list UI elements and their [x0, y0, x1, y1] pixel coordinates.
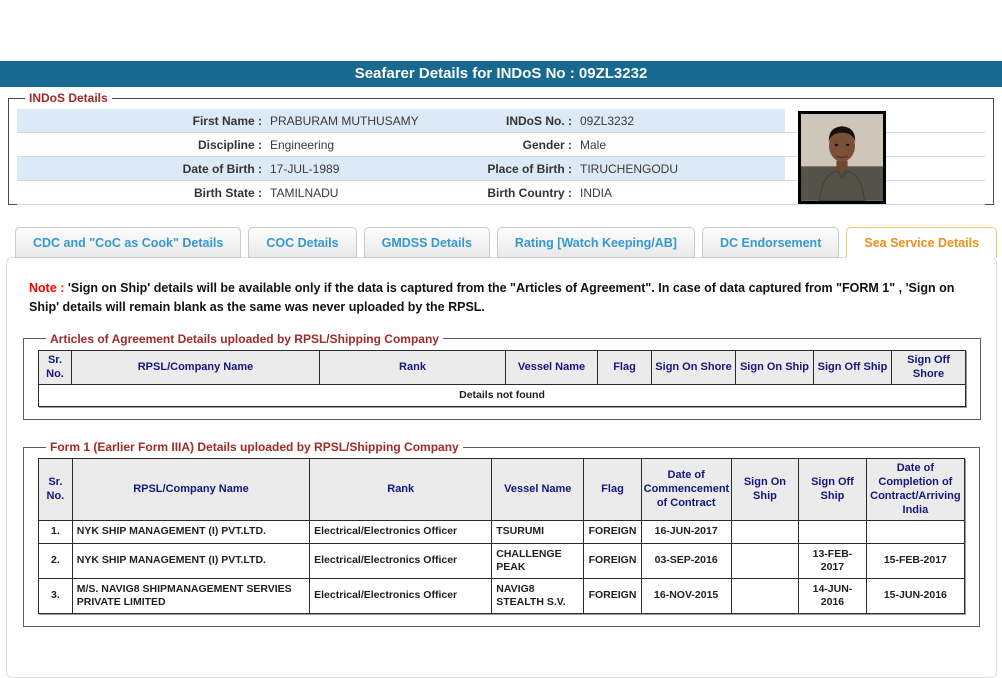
form1-header-row: Sr. No. RPSL/Company Name Rank Vessel Na… [38, 458, 966, 522]
birth-state-value: TAMILNADU [270, 185, 339, 200]
form1-r2-vessel: CHALLENGE PEAK [491, 542, 585, 579]
form1-r2-sign-off-ship: 13-FEB-2017 [798, 542, 867, 579]
articles-header-vessel: Vessel Name [505, 349, 598, 386]
form1-r2-flag: FOREIGN [583, 542, 642, 579]
articles-header-sr-no: Sr. No. [38, 349, 72, 386]
details-not-found-message: Details not found [38, 384, 966, 408]
articles-header-sign-on-ship: Sign On Ship [735, 349, 814, 386]
place-of-birth-value: TIRUCHENGODU [580, 161, 678, 176]
seafarer-photo [798, 111, 886, 204]
form1-r3-sr: 3. [38, 577, 73, 615]
birth-country-label: Birth Country : [487, 185, 572, 200]
articles-header-row: Sr. No. RPSL/Company Name Rank Vessel Na… [38, 349, 966, 386]
form1-r2-rank: Electrical/Electronics Officer [309, 542, 493, 579]
indos-no-value: 09ZL3232 [580, 113, 635, 128]
form1-header-rank: Rank [309, 458, 493, 522]
gender-label: Gender : [522, 137, 572, 152]
gender-value: Male [580, 137, 607, 152]
form1-r3-sign-off-ship: 14-JUN-2016 [798, 577, 867, 615]
top-spacer [0, 0, 1002, 61]
date-of-birth-value: 17-JUL-1989 [270, 161, 340, 176]
form1-r1-company: NYK SHIP MANAGEMENT (I) PVT.LTD. [71, 520, 311, 544]
form1-header-company: RPSL/Company Name [71, 458, 311, 522]
form1-r1-sign-off-ship [798, 520, 867, 544]
form1-r3-commencement: 16-NOV-2015 [640, 577, 732, 615]
form1-row-1: 1. NYK SHIP MANAGEMENT (I) PVT.LTD. Elec… [38, 520, 966, 544]
form1-r1-vessel: TSURUMI [491, 520, 585, 544]
articles-header-sign-on-shore: Sign On Shore [651, 349, 736, 386]
tab-coc-details[interactable]: COC Details [248, 227, 357, 258]
tab-dc-endorsement[interactable]: DC Endorsement [701, 227, 840, 258]
form1-r1-commencement: 16-JUN-2017 [640, 520, 732, 544]
form1-r3-completion: 15-JUN-2016 [865, 577, 966, 615]
tab-gmdss-details[interactable]: GMDSS Details [363, 227, 490, 258]
articles-header-sign-off-shore: Sign Off Shore [891, 349, 966, 386]
form1-header-sign-on-ship: Sign On Ship [730, 458, 800, 522]
form1-r2-sr: 2. [38, 542, 73, 579]
form1-r3-company: M/S. NAVIG8 SHIPMANAGEMENT SERVIES PRIVA… [71, 577, 311, 615]
articles-legend: Articles of Agreement Details uploaded b… [50, 331, 439, 346]
first-name-label: First Name : [192, 113, 262, 128]
form1-header-commencement: Date of Commencement of Contract [640, 458, 732, 522]
form1-legend: Form 1 (Earlier Form IIIA) Details uploa… [50, 440, 459, 455]
form1-r2-company: NYK SHIP MANAGEMENT (I) PVT.LTD. [71, 542, 311, 579]
tab-sea-service-details[interactable]: Sea Service Details [846, 227, 998, 258]
form1-r2-completion: 15-FEB-2017 [865, 542, 966, 579]
form1-r3-rank: Electrical/Electronics Officer [309, 577, 493, 615]
note-body: 'Sign on Ship' details will be available… [29, 281, 955, 315]
first-name-value: PRABURAM MUTHUSAMY [270, 113, 419, 128]
birth-state-label: Birth State : [193, 185, 262, 200]
place-of-birth-label: Place of Birth : [487, 161, 572, 176]
form1-r1-flag: FOREIGN [583, 520, 642, 544]
tab-rating-watch-keeping[interactable]: Rating [Watch Keeping/AB] [496, 227, 695, 258]
form1-r1-sign-on-ship [730, 520, 800, 544]
discipline-value: Engineering [270, 137, 335, 152]
indos-details-section: INDoS Details First Name : PRABURAM MUTH… [8, 91, 994, 205]
form1-header-flag: Flag [583, 458, 642, 522]
form1-row-2: 2. NYK SHIP MANAGEMENT (I) PVT.LTD. Elec… [38, 542, 966, 579]
form1-r3-sign-on-ship [730, 577, 800, 615]
form1-r3-vessel: NAVIG8 STEALTH S.V. [491, 577, 585, 615]
form1-header-completion: Date of Completion of Contract/Arriving … [865, 458, 966, 522]
tab-panel: CDC and "CoC as Cook" Details COC Detail… [6, 227, 998, 678]
form1-header-sign-off-ship: Sign Off Ship [798, 458, 867, 522]
note-label: Note : [29, 281, 65, 295]
tab-strip: CDC and "CoC as Cook" Details COC Detail… [6, 227, 998, 258]
page-title: Seafarer Details for INDoS No : 09ZL3232 [0, 61, 1002, 87]
form1-r1-sr: 1. [38, 520, 73, 544]
indos-no-label: INDoS No. : [506, 113, 572, 128]
seafarer-photo-image [801, 114, 883, 201]
form1-section: Form 1 (Earlier Form IIIA) Details uploa… [23, 440, 980, 627]
sea-service-panel: Note : 'Sign on Ship' details will be av… [6, 257, 997, 678]
form1-header-sr-no: Sr. No. [38, 458, 73, 522]
form1-r3-flag: FOREIGN [583, 577, 642, 615]
birth-country-value: INDIA [580, 185, 613, 200]
articles-header-rank: Rank [319, 349, 506, 386]
form1-r2-sign-on-ship [730, 542, 800, 579]
form1-r1-rank: Electrical/Electronics Officer [309, 520, 493, 544]
detail-row-birth-state: Birth State : TAMILNADU Birth Country : … [17, 181, 985, 205]
form1-row-3: 3. M/S. NAVIG8 SHIPMANAGEMENT SERVIES PR… [38, 577, 966, 615]
articles-header-flag: Flag [597, 349, 652, 386]
detail-row-discipline: Discipline : Engineering Gender : Male [17, 133, 985, 157]
form1-r2-commencement: 03-SEP-2016 [640, 542, 732, 579]
tab-cdc-coc-cook-details[interactable]: CDC and "CoC as Cook" Details [15, 227, 242, 258]
articles-empty-row: Details not found [38, 384, 966, 408]
articles-of-agreement-section: Articles of Agreement Details uploaded b… [23, 331, 981, 421]
note-text: Note : 'Sign on Ship' details will be av… [29, 279, 974, 318]
articles-header-sign-off-ship: Sign Off Ship [813, 349, 892, 386]
discipline-label: Discipline : [197, 137, 262, 152]
form1-table: Sr. No. RPSL/Company Name Rank Vessel Na… [38, 458, 966, 615]
indos-details-legend: INDoS Details [29, 91, 108, 105]
form1-r1-completion [865, 520, 966, 544]
articles-table: Sr. No. RPSL/Company Name Rank Vessel Na… [38, 349, 966, 408]
form1-header-vessel: Vessel Name [491, 458, 585, 522]
date-of-birth-label: Date of Birth : [182, 161, 262, 176]
articles-header-company: RPSL/Company Name [71, 349, 320, 386]
